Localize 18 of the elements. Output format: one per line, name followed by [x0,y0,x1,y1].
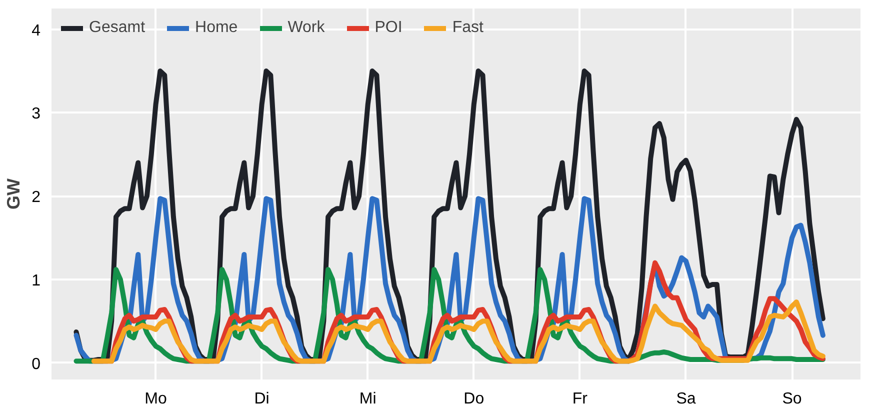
legend-label: Home [195,19,238,37]
x-tick-label: Sa [676,390,696,408]
y-tick-label: 0 [32,356,41,373]
y-tick-label: 1 [32,272,41,290]
legend-label: Work [288,19,325,37]
y-tick-label: 2 [32,189,41,206]
y-tick-label: 3 [32,106,41,123]
legend-label: POI [374,19,402,37]
x-tick-label: So [782,390,802,408]
x-tick-label: Mo [144,390,167,408]
x-tick-label: Fr [572,390,588,408]
legend-label: Gesamt [89,19,146,37]
y-tick-label: 4 [32,22,41,40]
x-tick-label: Di [254,390,270,408]
x-tick-label: Do [464,390,484,408]
y-axis-title: GW [4,178,24,210]
legend-label: Fast [452,19,484,37]
x-tick-label: Mi [359,390,376,408]
